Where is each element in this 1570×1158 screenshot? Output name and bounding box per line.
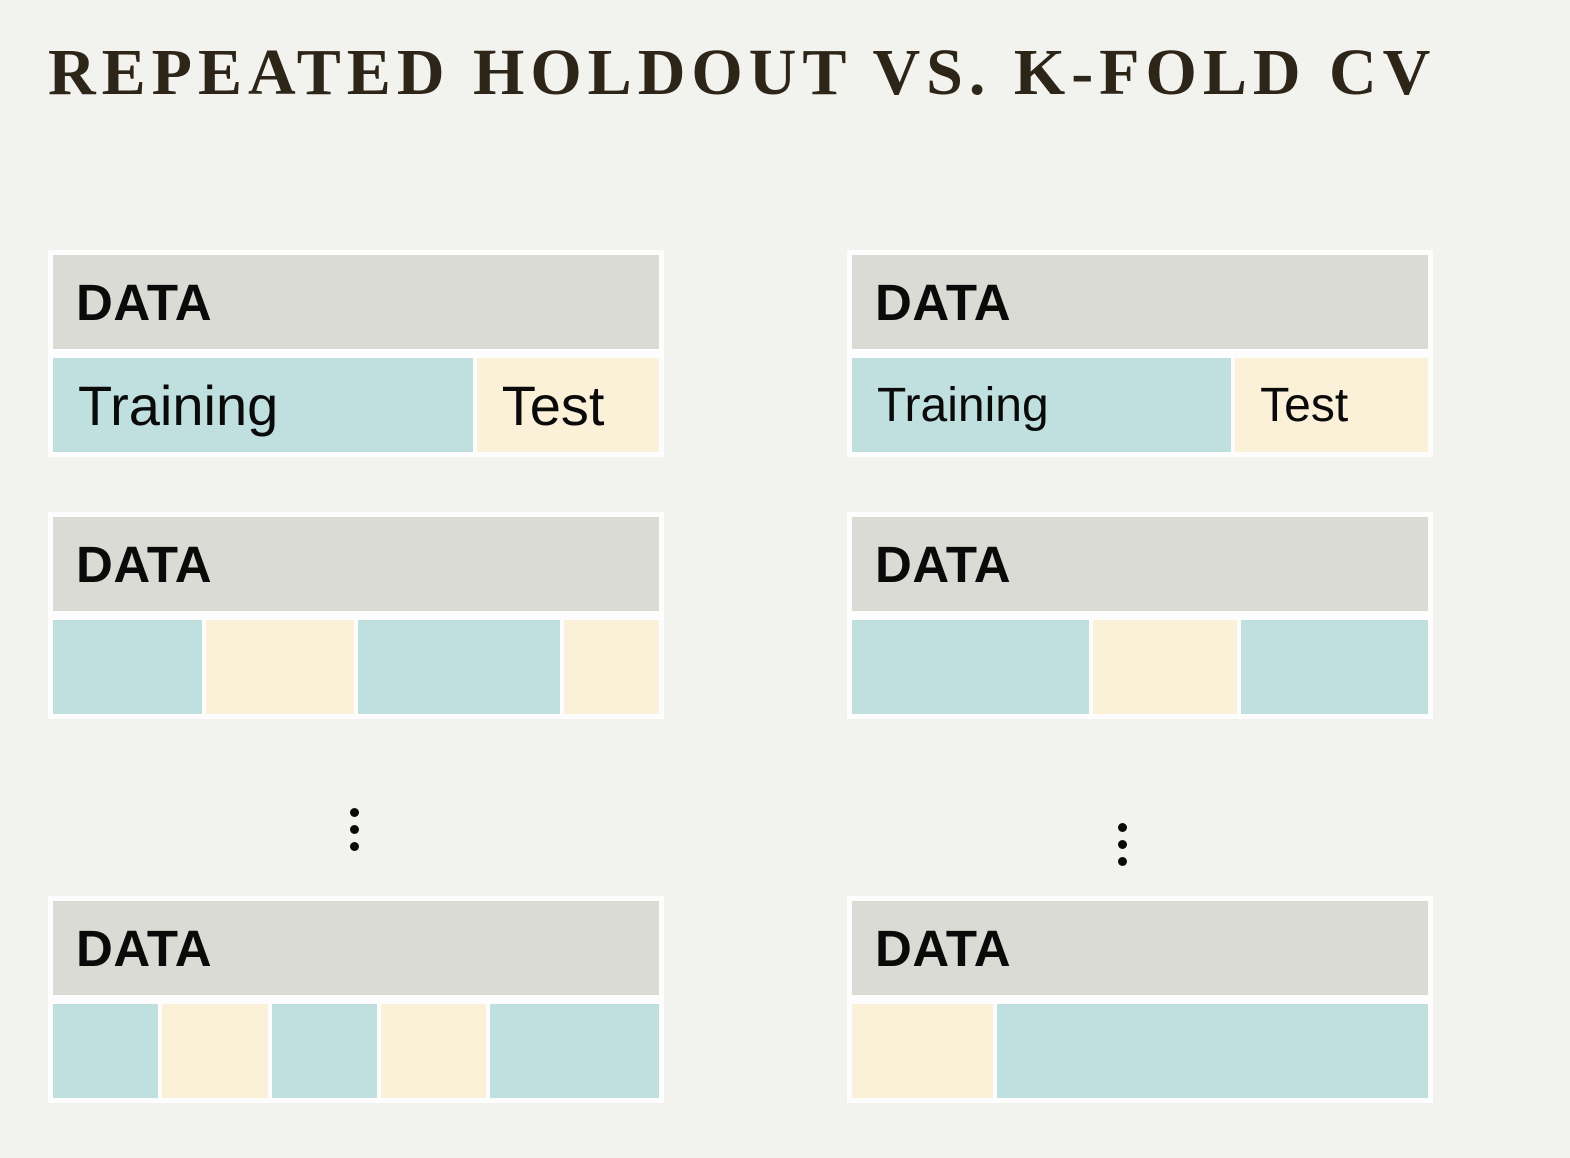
data-header-bar: DATA [53, 901, 659, 995]
ellipsis-dot [350, 842, 359, 851]
data-block-k-fold-cv-3: DATA [847, 896, 1433, 1103]
ellipsis-dot [1118, 840, 1127, 849]
data-header-bar: DATA [53, 255, 659, 349]
data-header-bar: DATA [852, 517, 1428, 611]
test-label: Test [1260, 378, 1349, 432]
training-label: Training [877, 378, 1049, 432]
data-header-label: DATA [875, 535, 1012, 593]
training-segment [1240, 620, 1428, 714]
split-row [852, 620, 1428, 714]
ellipsis-dot [1118, 857, 1127, 866]
data-block-k-fold-cv-2: DATA [847, 512, 1433, 719]
test-label: Test [501, 373, 605, 437]
training-segment [271, 1004, 377, 1098]
test-segment [162, 1004, 268, 1098]
diagram-title: REPEATED HOLDOUT VS. K-FOLD CV [48, 36, 1437, 109]
split-row: Training Test [852, 358, 1428, 452]
data-header-bar: DATA [852, 901, 1428, 995]
data-block-repeated-holdout-3: DATA [48, 896, 664, 1103]
data-header-label: DATA [76, 919, 213, 977]
split-row [53, 620, 659, 714]
training-segment: Training [53, 358, 473, 452]
ellipsis-dot [1118, 823, 1127, 832]
vertical-ellipsis-icon [350, 808, 359, 851]
test-segment [1092, 620, 1237, 714]
data-block-repeated-holdout-2: DATA [48, 512, 664, 719]
split-row [53, 1004, 660, 1098]
training-segment [489, 1004, 660, 1098]
training-segment [997, 1004, 1428, 1098]
test-segment: Test [476, 358, 659, 452]
test-segment [205, 620, 354, 714]
data-header-bar: DATA [852, 255, 1428, 349]
training-segment [53, 620, 202, 714]
ellipsis-dot [350, 808, 359, 817]
data-header-bar: DATA [53, 517, 659, 611]
test-segment: Test [1235, 358, 1428, 452]
test-segment [852, 1004, 994, 1098]
training-label: Training [78, 373, 279, 437]
training-segment [53, 1004, 159, 1098]
test-segment [563, 620, 659, 714]
data-header-label: DATA [76, 273, 213, 331]
data-header-label: DATA [875, 273, 1012, 331]
split-row [852, 1004, 1428, 1098]
training-segment: Training [852, 358, 1232, 452]
data-block-repeated-holdout-1: DATA Training Test [48, 250, 664, 457]
data-block-k-fold-cv-1: DATA Training Test [847, 250, 1433, 457]
vertical-ellipsis-icon [1118, 823, 1127, 866]
split-row: Training Test [53, 358, 659, 452]
training-segment [852, 620, 1089, 714]
training-segment [358, 620, 560, 714]
test-segment [380, 1004, 486, 1098]
data-header-label: DATA [875, 919, 1012, 977]
data-header-label: DATA [76, 535, 213, 593]
ellipsis-dot [350, 825, 359, 834]
